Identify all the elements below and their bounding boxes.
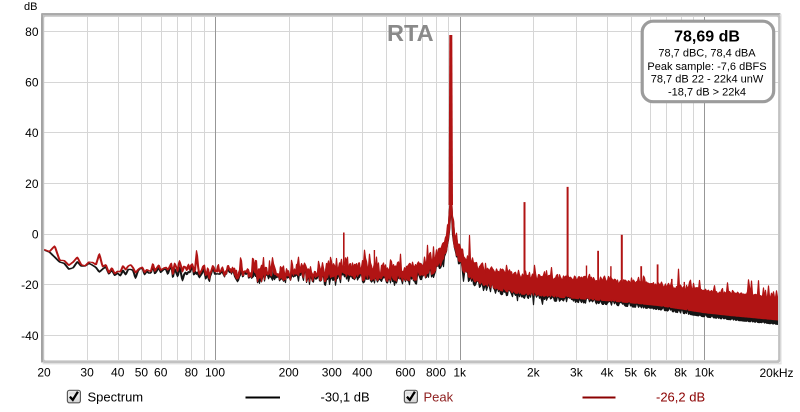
svg-text:-18,7 dB > 22k4: -18,7 dB > 22k4 [668,87,746,99]
svg-text:5k: 5k [624,366,638,380]
svg-text:1k: 1k [453,366,467,380]
svg-text:RTA: RTA [387,20,434,46]
svg-text:30: 30 [80,366,94,380]
svg-text:50: 50 [135,366,149,380]
svg-text:3k: 3k [570,366,584,380]
svg-text:400: 400 [352,366,372,380]
svg-text:Spectrum: Spectrum [88,390,144,405]
svg-text:60: 60 [154,366,168,380]
svg-text:-20: -20 [21,278,39,292]
svg-text:60: 60 [25,76,39,90]
svg-text:-40: -40 [21,329,39,343]
svg-text:dB: dB [24,1,37,13]
svg-text:800: 800 [426,366,446,380]
svg-text:-30,1 dB: -30,1 dB [321,390,370,405]
svg-text:20: 20 [25,177,39,191]
svg-text:300: 300 [322,366,342,380]
svg-text:10k: 10k [695,366,715,380]
svg-text:40: 40 [25,126,39,140]
svg-text:100: 100 [205,366,225,380]
svg-text:78,7 dBC, 78,4 dBA: 78,7 dBC, 78,4 dBA [658,48,756,60]
svg-text:8k: 8k [674,366,688,380]
svg-text:600: 600 [395,366,415,380]
svg-text:2k: 2k [527,366,541,380]
svg-text:Peak sample: -7,6 dBFS: Peak sample: -7,6 dBFS [647,61,766,73]
svg-text:78,7 dB 22 - 22k4 unW: 78,7 dB 22 - 22k4 unW [651,74,764,86]
svg-text:4k: 4k [601,366,615,380]
svg-text:200: 200 [279,366,299,380]
svg-text:0: 0 [32,228,39,242]
svg-text:80: 80 [25,25,39,39]
svg-text:Peak: Peak [424,390,454,405]
svg-text:80: 80 [185,366,199,380]
svg-text:40: 40 [111,366,125,380]
svg-text:20kHz: 20kHz [759,366,793,380]
svg-text:-26,2 dB: -26,2 dB [656,390,705,405]
svg-text:78,69 dB: 78,69 dB [674,28,740,45]
svg-text:20: 20 [37,366,51,380]
svg-text:6k: 6k [644,366,658,380]
